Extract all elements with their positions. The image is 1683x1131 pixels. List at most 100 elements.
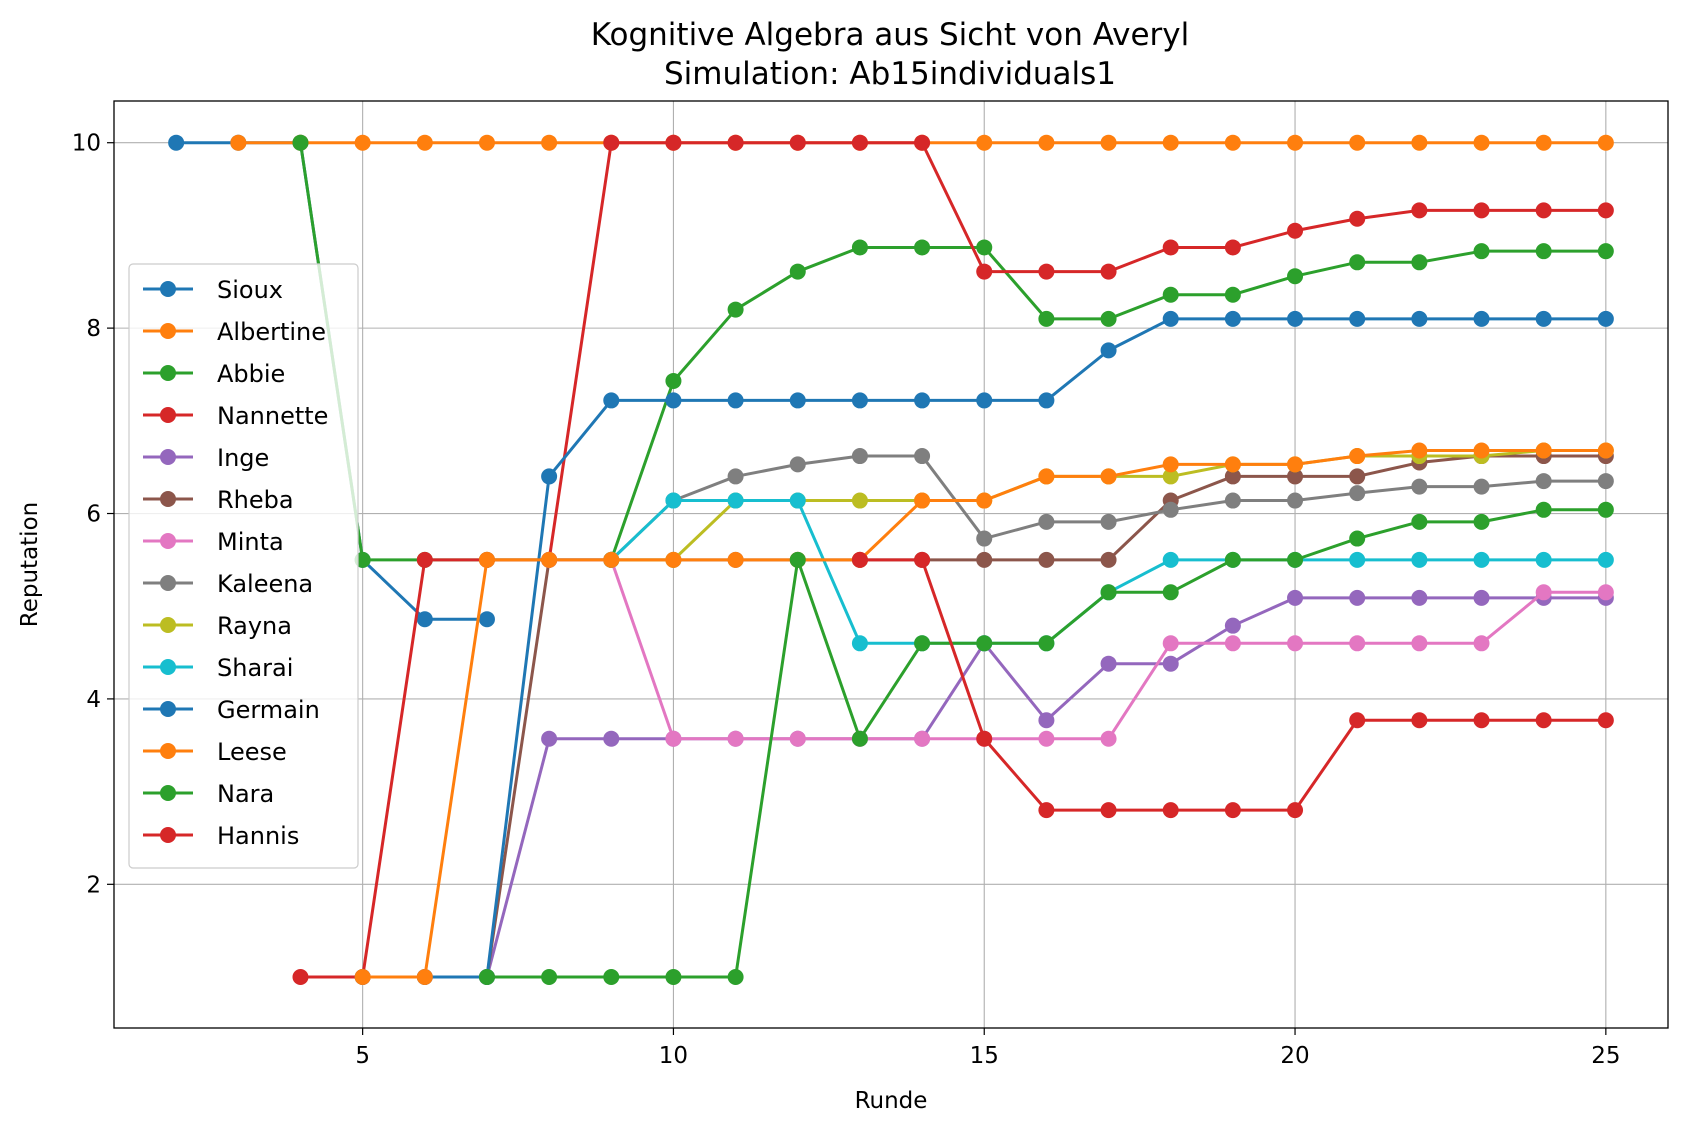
data-point	[727, 468, 744, 485]
data-point	[851, 492, 868, 509]
chart-subtitle: Simulation: Ab15individuals1	[664, 56, 1116, 92]
data-point	[1473, 202, 1490, 219]
y-tick-label: 10	[72, 131, 101, 157]
legend-marker	[160, 659, 176, 675]
data-point	[1224, 310, 1241, 327]
data-point	[1038, 802, 1055, 819]
legend-item-germain: Germain	[143, 696, 320, 724]
series-nara	[478, 501, 1614, 986]
data-point	[1038, 392, 1055, 409]
data-point	[1100, 513, 1117, 530]
data-point	[1287, 222, 1304, 239]
y-tick-label: 8	[86, 316, 101, 342]
series-kaleena	[603, 448, 1614, 568]
data-point	[914, 635, 931, 652]
y-axis-label: Reputation	[17, 502, 43, 627]
data-point	[1038, 635, 1055, 652]
legend-marker	[160, 323, 176, 339]
legend-item-nara: Nara	[143, 780, 274, 808]
data-point	[1287, 268, 1304, 285]
data-point	[976, 134, 993, 151]
legend-item-kaleena: Kaleena	[143, 570, 313, 598]
data-point	[1535, 584, 1552, 601]
data-point	[1411, 134, 1428, 151]
data-point	[1349, 551, 1366, 568]
data-point	[1162, 456, 1179, 473]
legend-marker	[160, 533, 176, 549]
legend-label: Inge	[217, 444, 269, 472]
data-point	[727, 969, 744, 986]
data-point	[1100, 802, 1117, 819]
data-point	[1535, 243, 1552, 260]
data-point	[1162, 501, 1179, 518]
data-point	[292, 969, 309, 986]
data-point	[1224, 456, 1241, 473]
data-point	[914, 551, 931, 568]
data-point	[1597, 712, 1614, 729]
legend-marker	[160, 617, 176, 633]
legend-label: Nannette	[217, 402, 328, 430]
data-point	[1411, 513, 1428, 530]
legend-label: Minta	[217, 528, 284, 556]
data-point	[1038, 310, 1055, 327]
data-point	[665, 492, 682, 509]
data-point	[478, 611, 495, 628]
data-point	[851, 448, 868, 465]
data-point	[1162, 239, 1179, 256]
data-point	[1411, 478, 1428, 495]
data-point	[665, 969, 682, 986]
data-point	[541, 730, 558, 747]
data-point	[789, 134, 806, 151]
legend-marker	[160, 575, 176, 591]
legend-label: Sharai	[217, 654, 293, 682]
plot-frame	[113, 100, 1669, 1029]
data-point	[1411, 310, 1428, 327]
data-point	[1038, 134, 1055, 151]
legend-marker	[160, 743, 176, 759]
data-point	[1597, 202, 1614, 219]
data-point	[914, 392, 931, 409]
data-point	[1349, 589, 1366, 606]
legend-item-leese: Leese	[143, 738, 287, 766]
data-point	[851, 239, 868, 256]
data-point	[1287, 589, 1304, 606]
data-point	[1411, 551, 1428, 568]
data-point	[789, 263, 806, 280]
data-point	[1224, 492, 1241, 509]
data-point	[914, 239, 931, 256]
data-point	[789, 551, 806, 568]
legend: Sioux Albertine Abbie Nannette Inge Rheba Mint…	[128, 263, 359, 869]
data-point	[1162, 802, 1179, 819]
legend-marker	[160, 365, 176, 381]
data-point	[1535, 202, 1552, 219]
data-point	[1287, 310, 1304, 327]
data-point	[1597, 243, 1614, 260]
data-point	[1411, 712, 1428, 729]
data-point	[1038, 730, 1055, 747]
data-point	[1349, 310, 1366, 327]
data-point	[1287, 802, 1304, 819]
data-point	[665, 551, 682, 568]
data-point	[1287, 635, 1304, 652]
data-point	[1100, 310, 1117, 327]
legend-marker	[160, 701, 176, 717]
data-point	[1535, 712, 1552, 729]
data-point	[1224, 468, 1241, 485]
data-point	[914, 730, 931, 747]
data-point	[1473, 243, 1490, 260]
data-point	[1349, 635, 1366, 652]
data-point	[914, 492, 931, 509]
data-point	[541, 551, 558, 568]
legend-item-rheba: Rheba	[143, 486, 294, 514]
data-point	[727, 730, 744, 747]
legend-marker	[160, 491, 176, 507]
legend-label: Sioux	[217, 276, 283, 304]
x-tick-label: 25	[1591, 1043, 1620, 1069]
data-point	[851, 635, 868, 652]
data-point	[789, 730, 806, 747]
data-point	[1597, 310, 1614, 327]
legend-item-albertine: Albertine	[143, 318, 326, 346]
y-tick-label: 4	[86, 687, 101, 713]
data-point	[1473, 442, 1490, 459]
